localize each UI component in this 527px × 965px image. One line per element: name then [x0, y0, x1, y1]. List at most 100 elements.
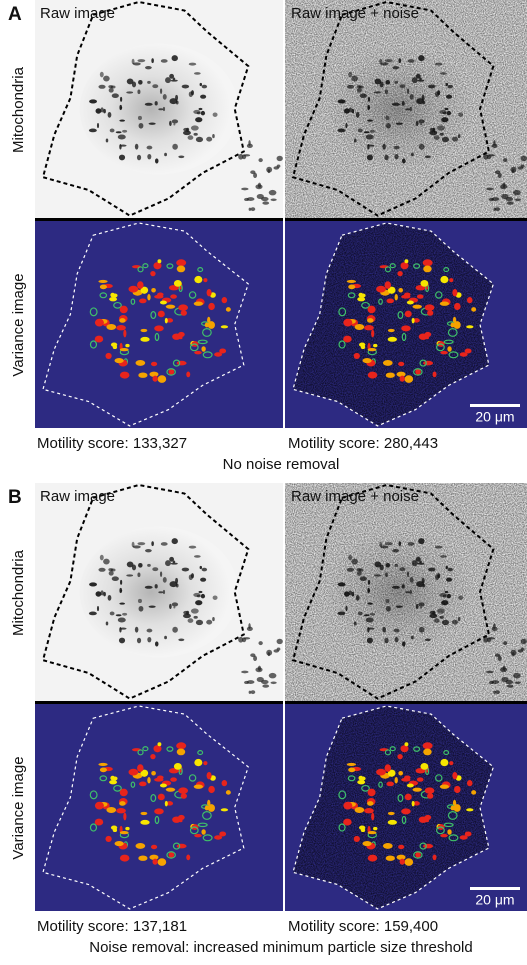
mito	[200, 94, 207, 99]
variance-blob	[99, 767, 107, 773]
mito	[160, 542, 168, 546]
variance-blob	[94, 318, 104, 327]
variance-blob	[98, 762, 108, 766]
variance-blob	[202, 834, 213, 842]
mito	[96, 123, 100, 129]
mito	[119, 627, 122, 633]
variance-blob	[94, 818, 104, 826]
mito	[126, 574, 134, 577]
variance-blob	[153, 745, 162, 753]
variance-blob	[99, 775, 108, 782]
mito	[266, 649, 273, 656]
variance-blob	[459, 352, 468, 357]
variance-blob	[338, 823, 346, 832]
variance-blob	[471, 790, 477, 795]
scale-bar-label: 20 μm	[475, 892, 514, 908]
mito	[119, 144, 122, 150]
variance-blob	[140, 286, 149, 294]
mito	[193, 132, 198, 136]
variance-blob	[423, 360, 434, 366]
mito	[187, 618, 194, 623]
variance-blob	[207, 804, 216, 812]
mito	[258, 641, 263, 646]
variance-blob	[204, 322, 209, 328]
variance-blob	[448, 834, 459, 842]
mito	[165, 77, 171, 84]
variance-blob	[119, 371, 130, 379]
variance-blob	[178, 304, 188, 311]
mito	[273, 649, 280, 653]
variance-blob	[225, 790, 231, 795]
mito	[188, 574, 193, 581]
panel-letter: A	[8, 4, 22, 25]
variance-blob	[139, 298, 147, 304]
variance-blob	[154, 777, 164, 782]
variance-blob	[443, 822, 454, 828]
mito	[196, 594, 201, 598]
variance-blob	[154, 815, 160, 825]
mito	[248, 690, 252, 694]
mito	[137, 598, 142, 604]
variance-blob	[140, 336, 150, 342]
mito	[159, 88, 163, 94]
variance-blob	[447, 346, 452, 352]
variance-blob	[404, 375, 414, 383]
variance-blob	[99, 292, 108, 299]
mito	[164, 635, 167, 640]
variance-blob	[400, 262, 409, 270]
variance-blob	[464, 348, 472, 354]
variance-blob	[140, 328, 148, 333]
variance-blob	[424, 787, 435, 794]
mito	[158, 591, 164, 594]
mito	[187, 135, 194, 140]
variance-blob	[367, 347, 377, 352]
mito	[110, 568, 116, 572]
mito	[152, 567, 159, 572]
variance-blob	[154, 294, 164, 299]
variance-blob	[166, 851, 176, 859]
mito	[172, 143, 178, 150]
variance-blob	[361, 784, 370, 792]
variance-blob	[207, 321, 216, 329]
variance-blob	[420, 280, 429, 287]
variance-blob	[197, 339, 208, 345]
variance-blob	[130, 298, 136, 305]
variance-blob	[221, 297, 228, 304]
variance-blob	[459, 835, 468, 840]
variance-blob	[116, 808, 126, 814]
variance-blob	[197, 822, 208, 828]
mito	[126, 561, 134, 568]
variance-blob	[166, 746, 174, 752]
mito	[169, 603, 172, 610]
mito	[152, 84, 159, 89]
variance-blob	[466, 325, 474, 329]
variance-blob	[397, 753, 403, 760]
variance-blob	[164, 800, 168, 807]
mito	[88, 128, 97, 133]
motility-score: Motility score: 137,181	[37, 918, 187, 935]
variance-blob	[378, 298, 383, 305]
variance-blob	[140, 819, 150, 825]
mito	[246, 626, 253, 632]
variance-blob	[194, 758, 203, 767]
panel: B Raw image Raw image + noise Mitochondria V…	[8, 483, 527, 956]
variance-blob	[179, 336, 183, 340]
variance-blob	[197, 267, 204, 273]
variance-blob	[147, 777, 151, 784]
variance-blob	[172, 842, 181, 850]
variance-blob	[112, 828, 118, 833]
variance-blob	[386, 298, 394, 304]
scale-bar	[470, 887, 520, 890]
mito	[88, 611, 97, 616]
variance-blob	[385, 372, 395, 378]
mito	[175, 583, 179, 588]
variance-blob	[193, 301, 204, 306]
mito	[148, 122, 156, 125]
variance-blob	[338, 340, 346, 349]
variance-blob	[151, 287, 156, 293]
variance-blob	[347, 292, 356, 299]
variance-blob	[453, 804, 461, 812]
variance-blob	[367, 830, 377, 835]
variance-blob	[164, 317, 168, 324]
variance-blob	[360, 776, 366, 781]
